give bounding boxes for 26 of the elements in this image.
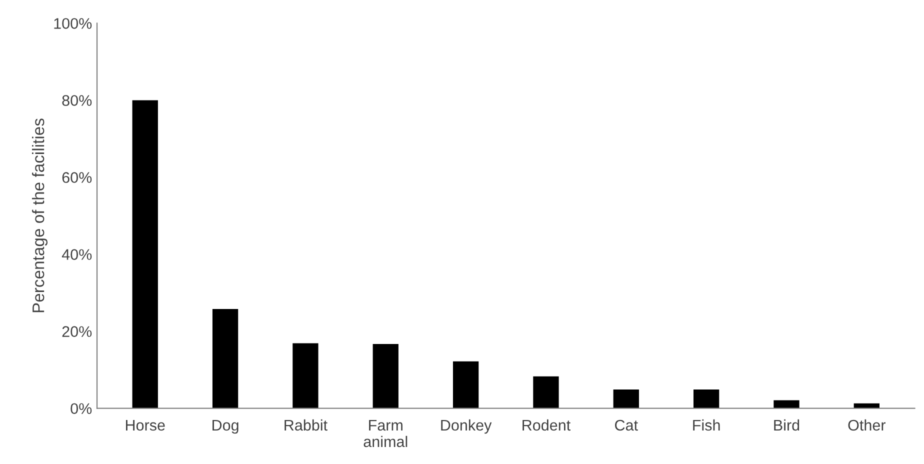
x-tick-label: Fish xyxy=(693,419,720,431)
bar xyxy=(212,308,238,408)
x-tick-label: Rabbit xyxy=(284,419,328,431)
y-tick-label: 60% xyxy=(62,172,92,183)
bar xyxy=(693,389,720,408)
x-tick-label: Other xyxy=(848,419,886,431)
bar xyxy=(533,376,559,408)
bar xyxy=(132,100,158,408)
x-tick-label: Bird xyxy=(774,419,800,431)
bar xyxy=(452,361,479,408)
y-axis-title: Percentage of the facilities xyxy=(32,118,48,312)
y-tick-label: 0% xyxy=(70,403,92,414)
x-tick-label: Horse xyxy=(126,420,165,431)
bar xyxy=(613,389,639,408)
x-tick-label: Cat xyxy=(615,420,638,431)
y-tick-label: 20% xyxy=(62,326,92,337)
x-tick-label: Dog xyxy=(212,420,238,434)
x-tick-label: Donkey xyxy=(441,419,492,434)
bar xyxy=(774,400,800,408)
y-tick-label: 80% xyxy=(62,95,92,106)
y-tick-label: 100% xyxy=(54,18,92,29)
y-tick-label: 40% xyxy=(62,249,92,260)
bar xyxy=(292,343,318,408)
x-tick-label: Rodent xyxy=(522,419,570,431)
x-tick-label: Farm animal xyxy=(364,420,408,448)
bar xyxy=(372,344,398,408)
